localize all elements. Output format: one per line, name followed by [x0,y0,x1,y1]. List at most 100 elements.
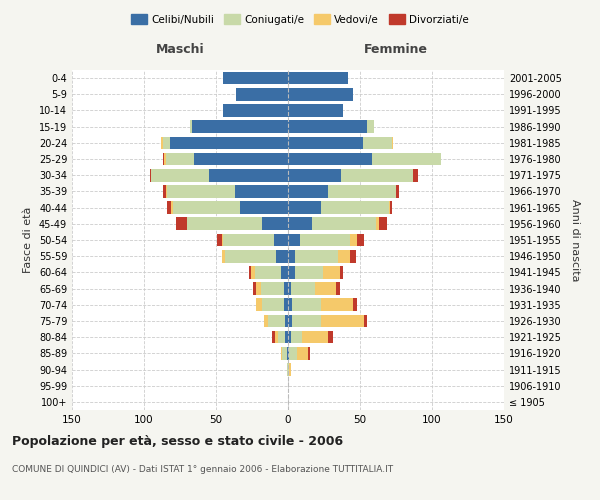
Bar [223,104,288,117]
Bar [288,169,341,181]
Bar [292,298,321,311]
Bar [288,363,289,376]
Bar [161,136,163,149]
Bar [340,266,343,278]
Bar [274,234,288,246]
Bar [364,314,367,328]
Bar [223,234,274,246]
Bar [288,218,313,230]
Bar [285,331,288,344]
Bar [167,185,235,198]
Bar [288,234,299,246]
Bar [224,250,277,262]
Bar [396,185,399,198]
Bar [163,185,166,198]
Bar [191,120,288,133]
Bar [350,234,357,246]
Bar [289,363,291,376]
Bar [287,347,288,360]
Bar [256,298,262,311]
Bar [363,136,392,149]
Bar [284,282,288,295]
Bar [241,202,288,214]
Bar [288,314,292,328]
Bar [289,347,296,360]
Bar [249,266,251,278]
Bar [321,202,389,214]
Bar [296,347,308,360]
Bar [288,185,328,198]
Bar [278,331,285,344]
Bar [187,218,262,230]
Bar [209,169,288,181]
Bar [321,298,353,311]
Bar [302,331,328,344]
Bar [173,202,241,214]
Bar [190,120,191,133]
Bar [295,250,338,262]
Bar [217,234,222,246]
Bar [335,282,340,295]
Bar [277,250,288,262]
Bar [371,152,440,166]
Bar [357,234,364,246]
Bar [389,202,390,214]
Bar [253,282,256,295]
Bar [288,347,289,360]
Bar [323,266,340,278]
Bar [299,234,350,246]
Bar [390,202,392,214]
Bar [328,331,332,344]
Bar [284,298,288,311]
Bar [376,218,379,230]
Bar [255,266,281,278]
Bar [223,72,288,85]
Bar [288,72,349,85]
Text: COMUNE DI QUINDICI (AV) - Dati ISTAT 1° gennaio 2006 - Elaborazione TUTTITALIA.I: COMUNE DI QUINDICI (AV) - Dati ISTAT 1° … [12,465,393,474]
Bar [308,347,310,360]
Bar [287,363,288,376]
Bar [236,88,288,101]
Bar [288,120,367,133]
Bar [288,104,343,117]
Y-axis label: Anni di nascita: Anni di nascita [570,198,580,281]
Bar [288,282,291,295]
Bar [413,169,418,181]
Bar [291,331,302,344]
Bar [285,314,288,328]
Bar [235,185,288,198]
Bar [350,250,356,262]
Bar [222,234,223,246]
Bar [379,218,388,230]
Bar [164,152,166,166]
Bar [282,347,287,360]
Bar [222,250,224,262]
Bar [341,169,413,181]
Text: Femmine: Femmine [364,44,428,57]
Bar [268,314,285,328]
Bar [291,282,316,295]
Bar [392,136,393,149]
Bar [338,250,350,262]
Bar [288,266,295,278]
Text: Popolazione per età, sesso e stato civile - 2006: Popolazione per età, sesso e stato civil… [12,435,343,448]
Text: Maschi: Maschi [155,44,205,57]
Bar [170,136,288,149]
Bar [275,331,278,344]
Bar [256,282,260,295]
Bar [288,202,321,214]
Bar [167,202,172,214]
Bar [176,218,187,230]
Bar [194,152,288,166]
Bar [288,331,291,344]
Bar [292,314,321,328]
Bar [172,202,173,214]
Bar [150,169,151,181]
Bar [281,347,282,360]
Bar [260,282,284,295]
Bar [281,266,288,278]
Bar [313,218,376,230]
Bar [328,185,396,198]
Bar [262,298,284,311]
Bar [272,331,275,344]
